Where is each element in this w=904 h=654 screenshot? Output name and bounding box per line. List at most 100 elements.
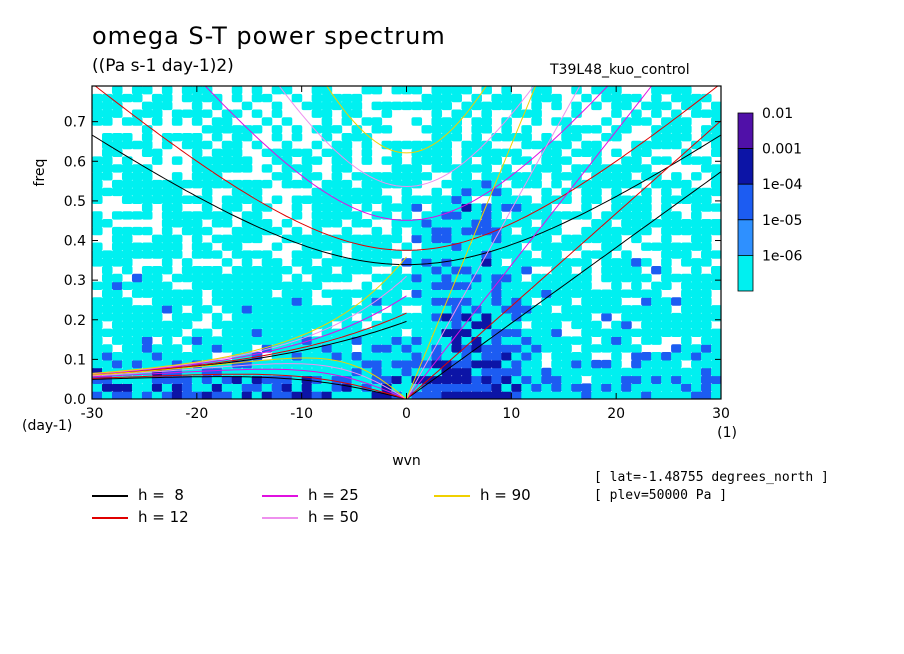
power-cell <box>501 320 512 330</box>
power-cell <box>711 172 721 181</box>
power-cell <box>361 391 373 399</box>
power-cell <box>151 352 163 361</box>
power-cell <box>271 172 283 181</box>
power-cell <box>441 211 453 220</box>
power-cell <box>171 234 183 244</box>
power-cell <box>371 273 383 283</box>
power-cell <box>611 226 622 236</box>
power-cell <box>281 148 293 158</box>
power-cell <box>601 383 612 392</box>
power-cell <box>661 312 672 322</box>
power-cell <box>161 391 173 399</box>
power-cell <box>471 132 482 142</box>
power-cell <box>371 336 383 345</box>
power-cell <box>231 250 243 259</box>
power-cell <box>561 140 572 150</box>
power-cell <box>571 312 582 322</box>
power-cell <box>411 203 423 212</box>
power-cell <box>111 320 123 330</box>
power-cell <box>341 297 353 306</box>
power-cell <box>481 211 492 220</box>
power-cell <box>561 234 572 244</box>
power-cell <box>671 320 682 330</box>
power-cell <box>191 179 203 189</box>
power-cell <box>121 117 133 126</box>
power-cell <box>391 367 403 377</box>
power-cell <box>491 297 502 306</box>
power-cell <box>291 203 303 212</box>
power-cell <box>591 140 602 150</box>
power-cell <box>111 383 123 392</box>
power-cell <box>131 336 143 345</box>
power-cell <box>621 375 632 384</box>
power-cell <box>111 187 123 197</box>
power-cell <box>301 336 313 345</box>
power-cell <box>161 250 173 259</box>
power-cell <box>201 86 213 95</box>
power-cell <box>361 305 373 314</box>
power-cell <box>291 195 303 204</box>
power-cell <box>431 156 443 165</box>
latitude-info: [ lat=-1.48755 degrees_north ] <box>594 470 829 485</box>
y-tick-label: 0.3 <box>64 273 86 289</box>
power-cell <box>461 281 472 291</box>
power-cell <box>121 211 133 220</box>
power-cell <box>701 125 712 134</box>
power-cell <box>281 172 293 181</box>
power-cell <box>221 117 233 126</box>
power-cell <box>651 391 662 399</box>
power-cell <box>651 312 662 322</box>
power-cell <box>461 367 472 377</box>
chart-title: omega S-T power spectrum <box>92 22 446 50</box>
power-cell <box>161 297 173 306</box>
power-cell <box>591 328 602 337</box>
power-cell <box>261 93 273 103</box>
power-cell <box>181 297 193 306</box>
power-cell <box>141 250 153 259</box>
power-cell <box>541 273 552 283</box>
power-cell <box>341 203 353 212</box>
power-cell <box>651 265 662 275</box>
power-cell <box>381 359 393 369</box>
power-cell <box>101 383 113 392</box>
power-cell <box>661 140 672 150</box>
power-cell <box>461 265 472 275</box>
power-cell <box>191 383 203 392</box>
power-cell <box>221 179 233 189</box>
power-cell <box>101 289 113 298</box>
power-cell <box>521 140 532 150</box>
power-cell <box>101 359 113 369</box>
power-cell <box>331 344 343 353</box>
power-cell <box>371 359 383 369</box>
power-cell <box>231 312 243 322</box>
power-cell <box>331 93 343 103</box>
power-cell <box>501 273 512 283</box>
power-cell <box>611 258 622 267</box>
power-cell <box>92 219 103 228</box>
power-cell <box>421 391 433 399</box>
gravity-curve <box>278 86 535 188</box>
power-cell <box>321 211 333 220</box>
power-cell <box>671 219 682 228</box>
power-cell <box>131 281 143 291</box>
power-cell <box>201 93 213 103</box>
power-cell <box>171 328 183 337</box>
power-cell <box>451 336 463 345</box>
power-cell <box>521 226 532 236</box>
power-cell <box>111 305 123 314</box>
power-cell <box>181 375 193 384</box>
power-cell <box>121 156 133 165</box>
power-cell <box>591 148 602 158</box>
power-cell <box>541 156 552 165</box>
power-cell <box>461 242 472 251</box>
power-cell <box>611 211 622 220</box>
power-cell <box>591 375 602 384</box>
power-cell <box>361 187 373 197</box>
power-cell <box>441 391 453 399</box>
power-cell <box>441 258 453 267</box>
power-cell <box>621 250 632 259</box>
legend-label: h = 25 <box>308 486 359 504</box>
power-cell <box>271 305 283 314</box>
power-cell <box>211 312 223 322</box>
x-tick-label: -10 <box>290 406 313 422</box>
